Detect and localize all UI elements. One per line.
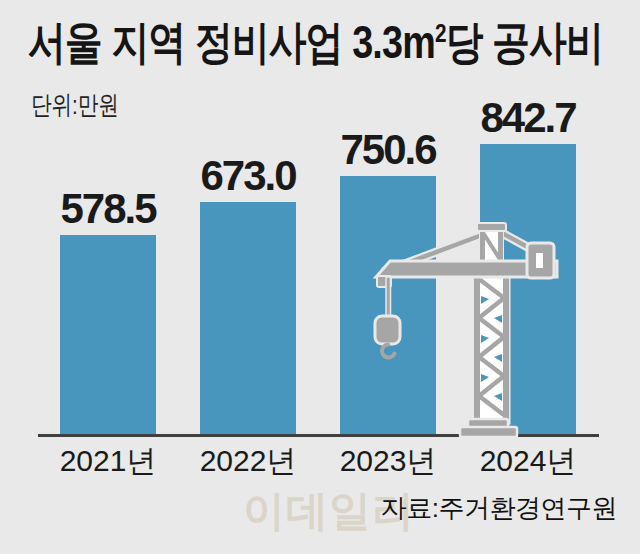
infographic: 서울 지역 정비사업 3.3m2당 공사비 단위:만원 578.52021년67… <box>0 0 640 554</box>
tower-crane-icon <box>0 0 640 554</box>
source-label: 자료:주거환경연구원 <box>381 491 617 526</box>
